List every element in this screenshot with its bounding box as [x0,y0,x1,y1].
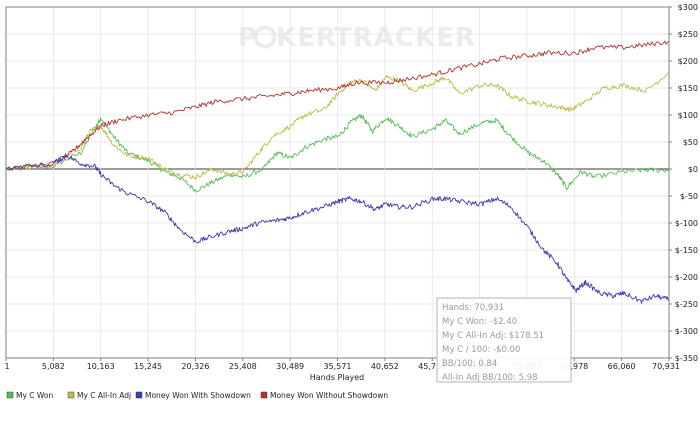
series-line-money-won-with-showdown [5,154,670,304]
stats-box: Hands: 70,931 My C Won: -$2.40 My C All-… [436,297,572,383]
legend-item-my-c-allin-adj[interactable]: My C All-In Adj [67,391,131,400]
y-tick-label: $-200 [675,273,698,282]
series-line-my-c-won [5,113,670,193]
x-axis-title: Hands Played [310,373,364,382]
legend-item-money-won-without-showdown[interactable]: Money Won Without Showdown [260,391,388,400]
x-tick-label: 45,734 [418,362,446,371]
pokertracker-watermark: P KER TRACKER [238,23,476,53]
y-tick-label: $200 [678,57,698,66]
stats-allin-bb100: All-In Adj BB/100: 5.98 [442,373,538,383]
legend-label: My C All-In Adj [77,391,131,400]
x-axis-ticks: 1 5,082 10,163 15,245 20,326 25,408 30,489 35,5… [4,358,680,371]
x-tick-label: 35,571 [324,362,352,371]
y-tick-label: $-350 [675,354,698,363]
x-tick-label: 60,978 [560,362,588,371]
legend-swatch [260,391,268,399]
y-tick-label: $0 [688,165,698,174]
y-tick-label: $100 [678,111,698,120]
x-tick-label: 20,326 [181,362,209,371]
legend-label: Money Won With Showdown [145,391,251,400]
legend-item-my-c-won[interactable]: My C Won [6,391,53,400]
legend-label: My C Won [16,391,53,400]
x-tick-label: 25,408 [229,362,257,371]
x-tick-label: 5,082 [42,362,65,371]
y-tick-label: $-250 [675,300,698,309]
stats-bb100: BB/100: 0.84 [442,359,497,369]
y-tick-label: $-300 [675,327,698,336]
y-tick-label: $300 [678,3,698,12]
stats-c-allin: My C All-In Adj: $178.51 [442,331,544,341]
y-tick-label: $-100 [675,219,698,228]
y-tick-label: $-150 [675,246,698,255]
y-tick-label: $-50 [680,192,698,201]
y-tick-label: $50 [683,138,698,147]
legend-label: Money Won Without Showdown [270,391,388,400]
x-tick-label: 30,489 [276,362,304,371]
x-tick-label: 1 [4,362,9,371]
y-axis-ticks: $300 $250 $200 $150 $100 $50 $0 $-50 $-100 $-150 $… [669,3,698,363]
legend-swatch [135,391,143,399]
x-tick-label: 10,163 [87,362,115,371]
stats-hands: Hands: 70,931 [442,303,504,313]
stats-c-won: My C Won: -$2.40 [442,317,517,327]
y-tick-label: $250 [678,30,698,39]
watermark-mid: KER [276,23,337,53]
legend-item-money-won-with-showdown[interactable]: Money Won With Showdown [135,391,251,400]
legend-swatch [67,391,75,399]
x-tick-label: 66,060 [608,362,636,371]
y-tick-label: $150 [678,84,698,93]
watermark-right: TRACKER [334,23,476,53]
legend: My C Won My C All-In Adj Money Won With … [6,391,388,400]
x-tick-label: 15,245 [134,362,162,371]
series-line-my-c-all-in-adj [5,71,670,180]
watermark-chip-icon [253,25,277,49]
series-lines [5,40,670,304]
x-tick-label: 40,652 [371,362,399,371]
x-tick-label: 70,931 [652,362,680,371]
stats-c-per100: My C / 100: -$0.00 [442,345,520,355]
series-line-money-won-without-showdown [5,40,670,171]
legend-swatch [6,391,14,399]
